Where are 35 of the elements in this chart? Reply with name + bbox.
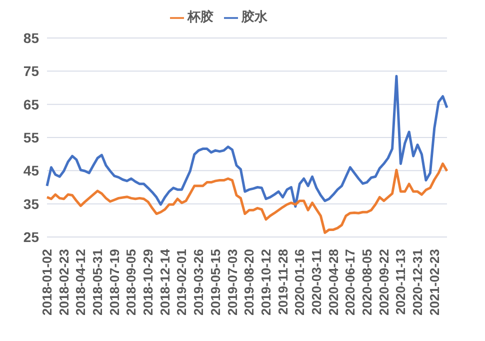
x-tick-label: 2018-10-29 — [140, 249, 156, 316]
legend-label: 杯胶 — [188, 9, 214, 24]
x-tick-label: 2020-11-13 — [393, 249, 408, 315]
x-tick-label: 2018-07-19 — [106, 249, 122, 316]
x-tick-label: 2021-02-23 — [426, 249, 442, 316]
x-tick-label: 2020-03-11 — [308, 249, 324, 315]
y-tick-label: 25 — [23, 228, 40, 245]
x-tick-label: 2020-12-31 — [410, 249, 426, 316]
x-tick-label: 2019-05-15 — [208, 249, 223, 316]
line-series — [46, 162, 448, 234]
x-tick-label: 2018-01-02 — [40, 249, 54, 316]
x-tick-label: 2019-10-12 — [258, 249, 274, 316]
x-tick-label: 2019-07-03 — [224, 249, 240, 316]
x-tick-label: 2018-04-12 — [73, 249, 88, 316]
x-tick-label: 2020-09-22 — [376, 249, 392, 316]
line-series — [46, 74, 448, 208]
y-tick-label: 85 — [23, 30, 40, 46]
x-tick-label: 2018-05-31 — [90, 249, 106, 316]
y-tick-label: 65 — [23, 96, 40, 112]
x-tick-label: 2020-04-28 — [326, 249, 341, 316]
y-tick-label: 75 — [23, 63, 40, 80]
x-tick-label: 2018-12-14 — [157, 248, 172, 316]
y-tick-label: 55 — [23, 129, 40, 146]
x-tick-label: 2020-06-17 — [342, 249, 358, 316]
x-tick-label: 2018-09-05 — [124, 249, 139, 316]
y-tick-label: 35 — [23, 196, 40, 212]
x-tick-label: 2019-02-01 — [174, 249, 190, 316]
legend-label: 胶水 — [242, 9, 268, 24]
x-tick-label: 2020-01-16 — [292, 249, 308, 316]
x-tick-label: 2019-08-20 — [242, 249, 257, 316]
y-tick-label: 45 — [23, 162, 40, 179]
x-tick-label: 2020-08-05 — [360, 249, 374, 316]
x-tick-label: 2019-03-26 — [191, 249, 206, 316]
x-tick-label: 2018-02-23 — [56, 249, 72, 316]
x-tick-label: 2019-11-28 — [275, 249, 290, 315]
